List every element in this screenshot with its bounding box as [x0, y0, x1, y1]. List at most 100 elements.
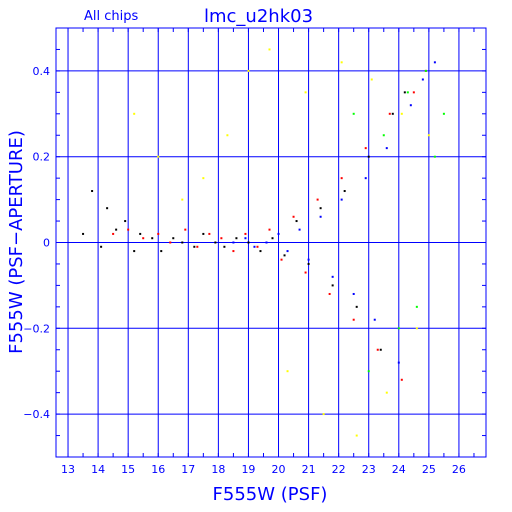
data-point: [142, 237, 145, 240]
data-point: [391, 112, 394, 115]
data-point: [388, 112, 391, 115]
data-point: [214, 241, 217, 244]
data-point: [226, 134, 229, 137]
data-point: [181, 241, 184, 244]
chart-subtitle: All chips: [84, 9, 138, 24]
x-tick-label: 17: [181, 463, 195, 476]
data-point: [379, 348, 382, 351]
x-tick-label: 21: [302, 463, 316, 476]
data-point: [319, 215, 322, 218]
data-point: [196, 245, 199, 248]
x-tick-label: 15: [121, 463, 135, 476]
data-point: [172, 237, 175, 240]
data-point: [442, 112, 445, 115]
data-point: [235, 237, 238, 240]
x-tick-label: 13: [61, 463, 75, 476]
data-point: [331, 275, 334, 278]
data-point: [220, 237, 223, 240]
data-point: [298, 228, 301, 231]
y-tick-label: 0.4: [33, 65, 51, 78]
y-tick-label: −0.2: [23, 322, 50, 335]
data-point: [412, 91, 415, 94]
data-point: [421, 78, 424, 81]
x-tick-label: 22: [332, 463, 346, 476]
data-point: [352, 318, 355, 321]
data-point: [373, 318, 376, 321]
data-point: [271, 237, 274, 240]
data-point: [157, 232, 160, 235]
x-tick-label: 16: [151, 463, 165, 476]
x-tick-label: 26: [452, 463, 466, 476]
data-point: [340, 198, 343, 201]
data-point: [112, 232, 115, 235]
data-point: [292, 215, 295, 218]
data-point: [283, 254, 286, 257]
data-point: [319, 207, 322, 210]
data-point: [133, 250, 136, 253]
x-tick-label: 19: [241, 463, 255, 476]
data-point: [181, 198, 184, 201]
data-point: [259, 250, 262, 253]
data-point: [202, 232, 205, 235]
data-point: [151, 237, 154, 240]
data-point: [364, 177, 367, 180]
y-tick-label: 0.2: [33, 151, 51, 164]
data-point: [193, 245, 196, 248]
data-point: [268, 228, 271, 231]
data-point: [295, 220, 298, 223]
data-point: [340, 61, 343, 64]
data-point: [184, 228, 187, 231]
grid: [56, 28, 486, 457]
data-point: [244, 237, 247, 240]
data-point: [307, 258, 310, 261]
data-point: [328, 292, 331, 295]
data-point: [91, 190, 94, 193]
data-point: [367, 155, 370, 158]
data-point: [433, 155, 436, 158]
axis-ticks: 13 14 15 16 17 18 19 20 21 22 23 24 25 26 −0.4 −0.2 0 0.2…: [23, 27, 486, 476]
chart-title: lmc_u2hk03: [204, 6, 313, 27]
x-tick-label: 20: [272, 463, 286, 476]
data-point: [286, 250, 289, 253]
data-point: [376, 348, 379, 351]
data-point: [406, 91, 409, 94]
data-point: [352, 292, 355, 295]
x-tick-label: 25: [422, 463, 436, 476]
data-point: [367, 370, 370, 373]
data-point: [403, 91, 406, 94]
data-point: [316, 198, 319, 201]
data-point: [208, 232, 211, 235]
data-point: [385, 391, 388, 394]
data-point: [352, 112, 355, 115]
x-tick-label: 24: [392, 463, 406, 476]
data-point: [400, 112, 403, 115]
data-point: [397, 327, 400, 330]
data-point: [106, 207, 109, 210]
data-point: [244, 232, 247, 235]
data-point: [232, 250, 235, 253]
data-point: [415, 327, 418, 330]
data-point: [160, 250, 163, 253]
data-point: [139, 232, 142, 235]
data-point: [382, 134, 385, 137]
data-point: [100, 245, 103, 248]
data-point: [304, 271, 307, 274]
data-point: [268, 48, 271, 51]
data-point: [409, 104, 412, 107]
y-axis-label: F555W (PSF−APERTURE): [6, 130, 27, 354]
data-point: [169, 241, 172, 244]
data-points: [82, 48, 445, 437]
data-point: [256, 245, 259, 248]
data-point: [265, 241, 268, 244]
data-point: [385, 147, 388, 150]
data-point: [247, 241, 250, 244]
x-axis-label: F555W (PSF): [213, 484, 328, 505]
data-point: [157, 155, 160, 158]
data-point: [355, 434, 358, 437]
x-tick-label: 23: [362, 463, 376, 476]
data-point: [340, 177, 343, 180]
data-point: [253, 245, 256, 248]
data-point: [133, 112, 136, 115]
y-tick-label: −0.4: [23, 408, 50, 421]
